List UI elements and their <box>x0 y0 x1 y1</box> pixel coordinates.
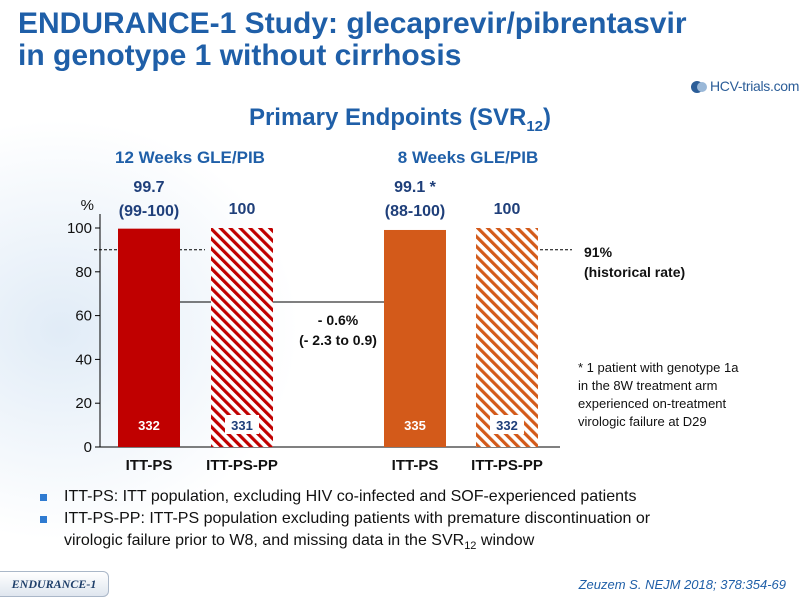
y-tick-label: 80 <box>75 264 92 281</box>
x-category-label: ITT-PS-PP <box>471 457 543 474</box>
bullet-itt-ps-pp: ITT-PS-PP: ITT-PS population excluding p… <box>40 508 760 557</box>
bar-ci-label: (88-100) <box>385 203 445 220</box>
difference-note: - 0.6% (- 2.3 to 0.9) <box>278 310 398 350</box>
y-tick-label: 40 <box>75 351 92 368</box>
bar-n-box <box>490 415 524 434</box>
bar-chart: 0 20 40 60 80 100% 99.7 (99-100) 332 ITT-PS 100 33… <box>67 179 572 474</box>
bullet-text-line-2: virologic failure prior to W8, and missi… <box>64 532 465 549</box>
subtitle-text: Primary Endpoints (SVR <box>248 104 527 131</box>
bar-value-label: 99.1 * <box>394 179 437 196</box>
title-line-1: ENDURANCE-1 Study: glecaprevir/pibrentas… <box>18 7 687 40</box>
bar-value-label: 99.7 <box>133 179 164 196</box>
bar-n-label: 331 <box>231 418 253 433</box>
bar-n-box <box>225 415 259 434</box>
bullet-square-icon <box>40 494 47 501</box>
bullet-text: ITT-PS-PP: ITT-PS population excluding p… <box>64 510 651 527</box>
historical-rate-label: (historical rate) <box>584 264 686 280</box>
bar-itt-ps-pp-8w <box>476 228 538 447</box>
footnote-line-3: experienced on-treatment <box>578 396 727 411</box>
bar-n-label: 332 <box>496 418 518 433</box>
bullet-text: ITT-PS: ITT population, excluding HIV co… <box>64 488 637 505</box>
difference-value: - 0.6% <box>317 312 359 328</box>
y-tick-label: 60 <box>75 308 92 325</box>
subtitle-subscript: 12 <box>526 117 544 135</box>
bar-itt-ps-8w <box>384 229 446 447</box>
y-tick-label: 0 <box>84 439 92 456</box>
x-category-label: ITT-PS <box>126 457 173 474</box>
bullet-itt-ps: ITT-PS: ITT population, excluding HIV co… <box>40 486 760 508</box>
footnote-line-1: * 1 patient with genotype 1a <box>578 360 739 375</box>
study-tag: ENDURANCE-1 <box>0 571 109 597</box>
slide-title: ENDURANCE-1 Study: glecaprevir/pibrentas… <box>18 8 718 72</box>
historical-rate-value: 91% <box>584 244 613 260</box>
group-label-8-weeks: 8 Weeks GLE/PIB <box>397 148 539 167</box>
chart-subtitle: Primary Endpoints (SVR12) <box>0 104 800 135</box>
bar-ci-label: (99-100) <box>119 203 179 220</box>
bullet-square-icon <box>40 516 47 523</box>
y-tick-label: 20 <box>75 395 92 412</box>
y-tick-label: 100 <box>67 220 92 237</box>
citation: Zeuzem S. NEJM 2018; 378:354-69 <box>578 577 786 592</box>
group-label-12-weeks: 12 Weeks GLE/PIB <box>115 148 265 167</box>
bar-n-label: 332 <box>138 418 160 433</box>
bar-value-label: 100 <box>494 201 521 218</box>
bullet-subscript: 12 <box>464 540 477 553</box>
bar-value-label: 100 <box>229 201 256 218</box>
historical-rate-note: 91% (historical rate) <box>584 242 685 282</box>
bar-itt-ps-pp-12w <box>211 228 273 447</box>
bars <box>118 228 538 447</box>
footnote-line-4: virologic failure at D29 <box>578 414 707 429</box>
x-category-label: ITT-PS-PP <box>206 457 278 474</box>
bullet-text-end: window <box>476 532 535 549</box>
logo-icon <box>691 81 707 93</box>
bar-itt-ps-12w <box>118 228 180 447</box>
title-line-2: in genotype 1 without cirrhosis <box>18 39 462 72</box>
definitions-list: ITT-PS: ITT population, excluding HIV co… <box>40 486 760 557</box>
bar-n-label: 335 <box>404 418 426 433</box>
x-category-label: ITT-PS <box>392 457 439 474</box>
footnote: * 1 patient with genotype 1a in the 8W t… <box>578 359 788 431</box>
logo-text: HCV-trials.com <box>710 78 800 94</box>
y-axis-label: % <box>81 197 94 214</box>
footnote-line-2: in the 8W treatment arm <box>578 378 718 393</box>
bar-labels: 99.7 (99-100) 332 ITT-PS 100 331 ITT-PS-PP 99.1… <box>119 179 543 474</box>
subtitle-close: ) <box>543 104 552 131</box>
difference-ci: (- 2.3 to 0.9) <box>299 332 377 348</box>
